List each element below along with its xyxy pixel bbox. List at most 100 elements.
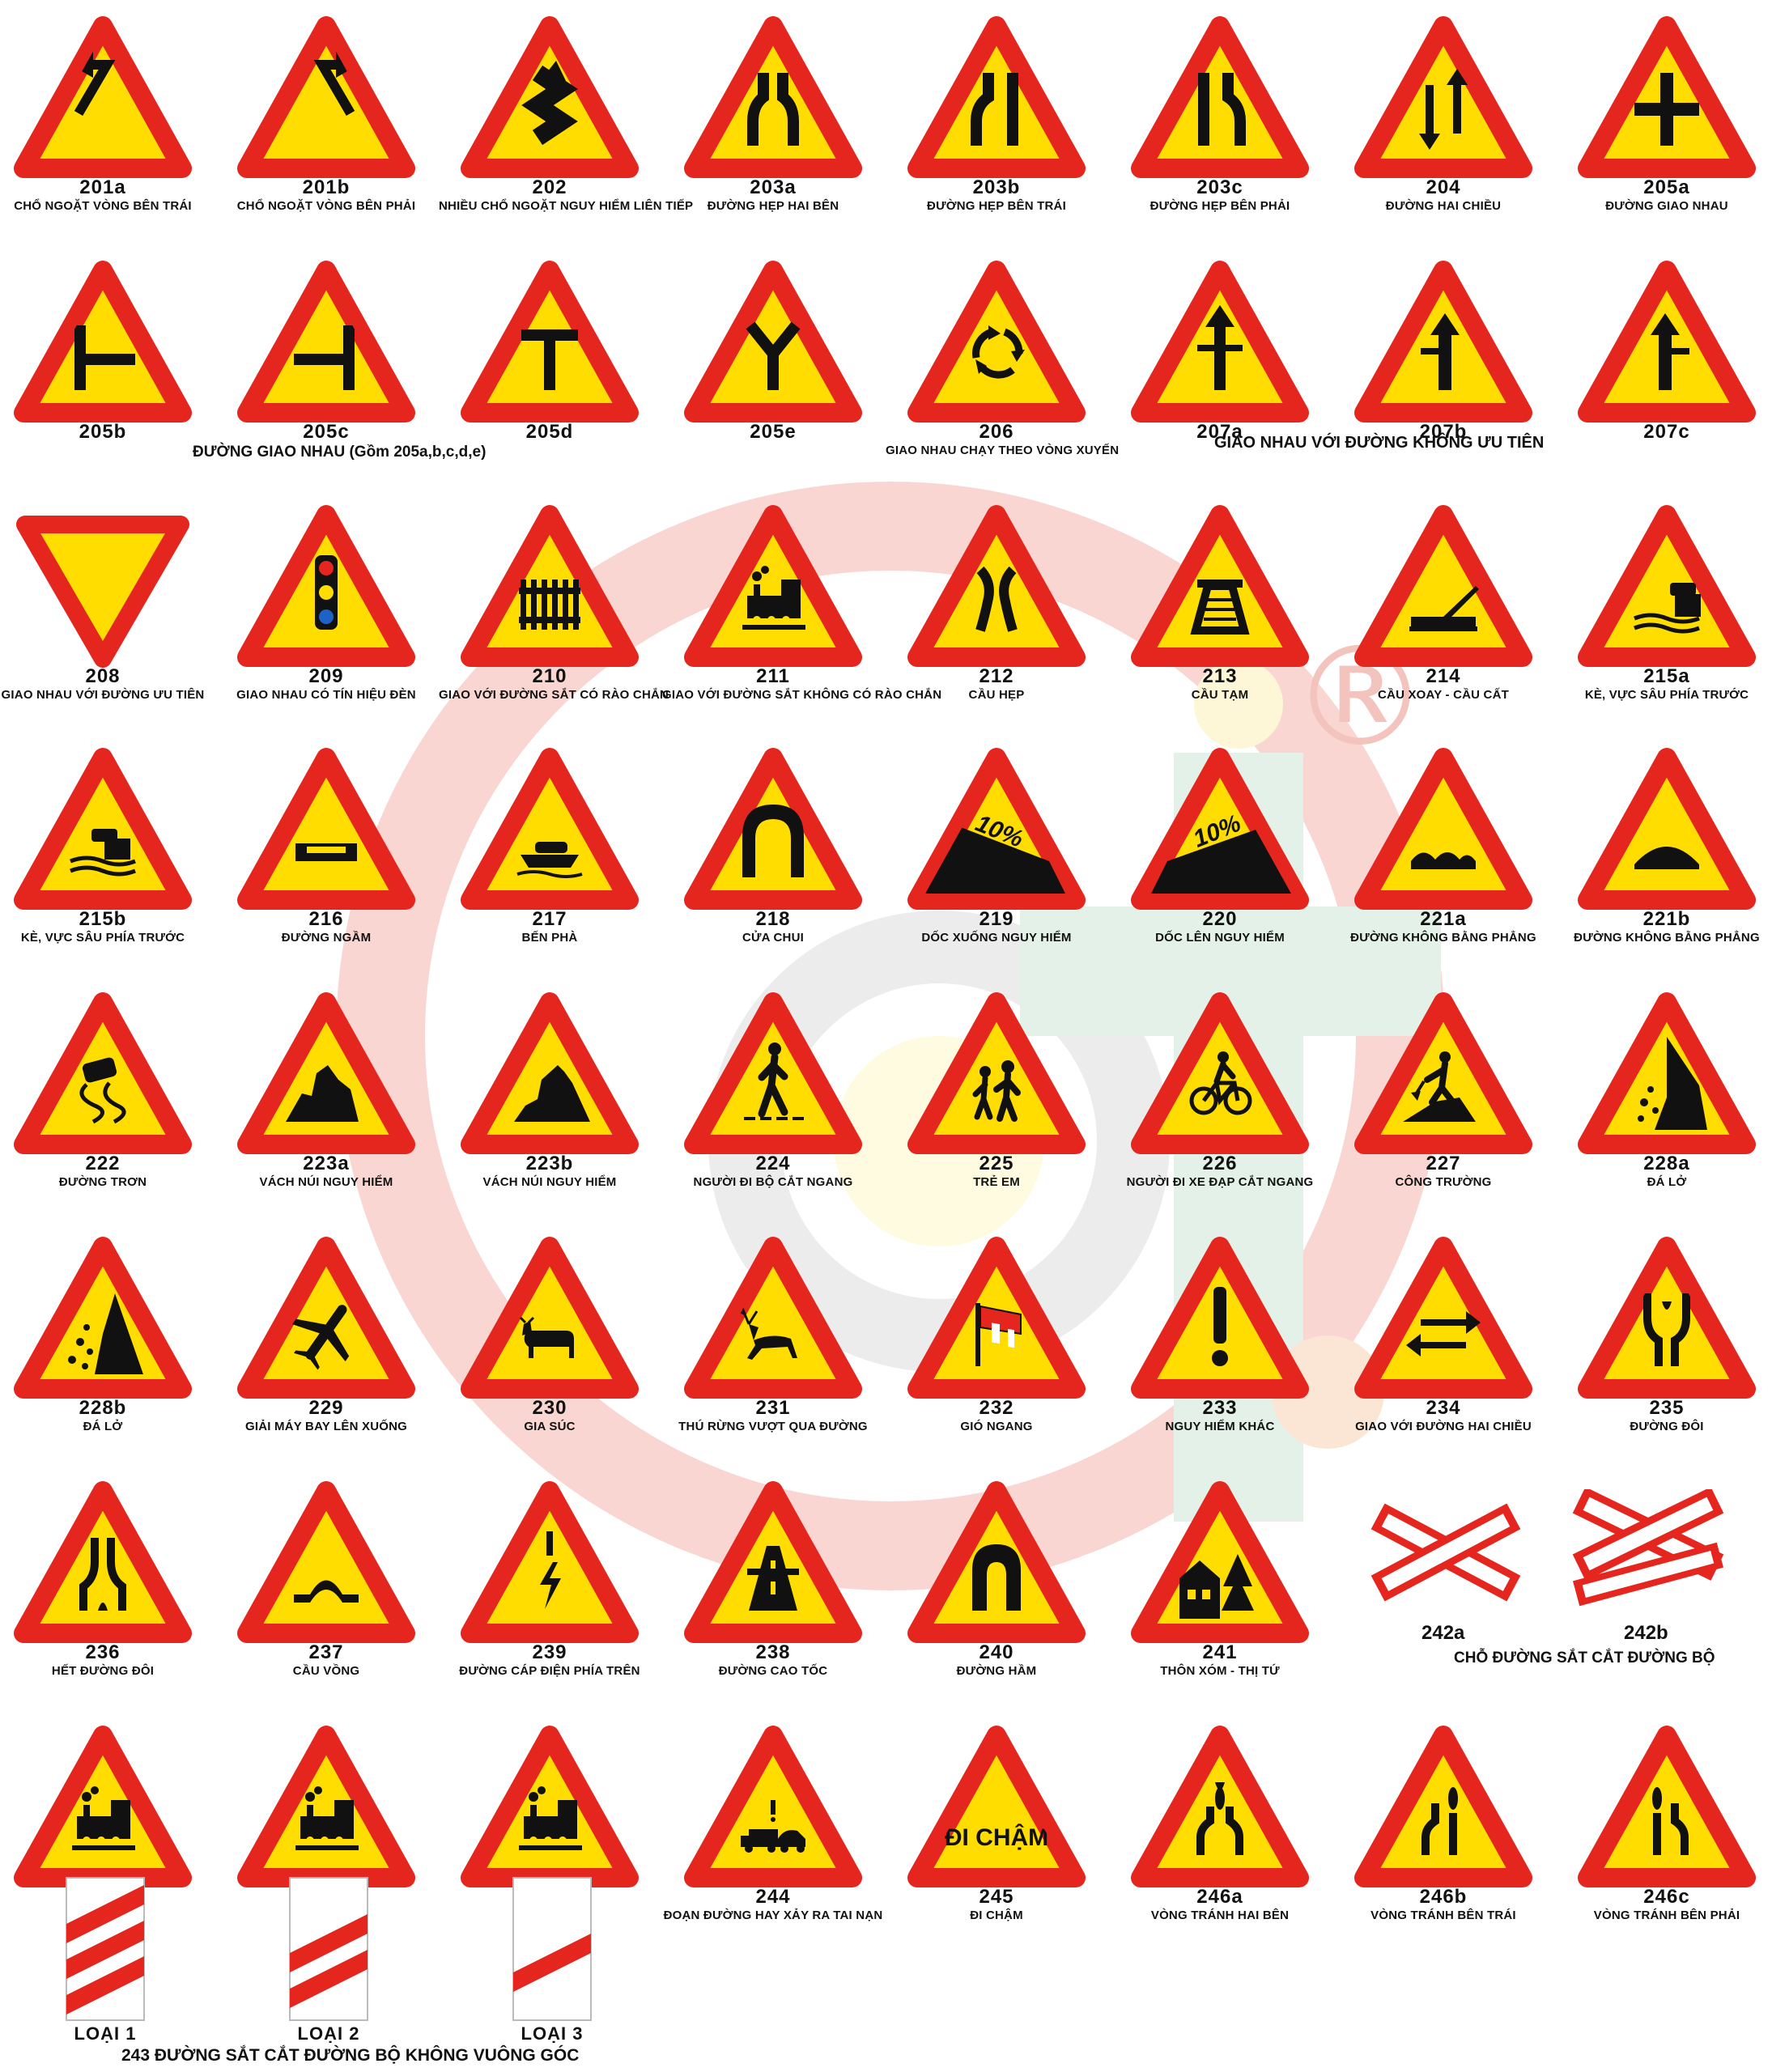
dual-carriageway-icon (1578, 1237, 1756, 1399)
sign-code: 224 (755, 1153, 791, 1174)
sign-code: 226 (1202, 1153, 1238, 1174)
y-junction-icon (684, 261, 862, 422)
sign-name: NGUY HIỂM KHÁC (1165, 1420, 1275, 1433)
curve-left-icon (14, 16, 192, 178)
sign-name: VÁCH NÚI NGUY HIỂM (259, 1175, 393, 1189)
bicycle-icon (1131, 992, 1309, 1154)
sign-209: 209 GIAO NHAU CÓ TÍN HIỆU ĐÈN (215, 489, 437, 732)
sign-name: GIAO VỚI ĐƯỜNG HAI CHIỀU (1355, 1420, 1532, 1433)
sign-201b: 201b CHỔ NGOẶT VÒNG BÊN PHẢI (215, 0, 437, 243)
narrow-left-icon (907, 16, 1086, 178)
sign-name: KÈ, VỰC SÂU PHÍA TRƯỚC (1584, 688, 1749, 702)
sign-name: GIAO NHAU VỚI ĐƯỜNG ƯU TIÊN (1, 688, 205, 702)
sign-code: 222 (85, 1153, 121, 1174)
countdown-post-3 (512, 1877, 592, 2021)
sign-202: 202 NHIỀU CHỔ NGOẶT NGUY HIỂM LIÊN TIẾP (439, 0, 693, 243)
sign-name: DỐC LÊN NGUY HIỂM (1155, 931, 1285, 945)
sign-name: CÔNG TRƯỜNG (1395, 1175, 1492, 1189)
sign-230: 230 GIA SÚC (439, 1221, 661, 1463)
train-icon (684, 505, 862, 667)
countdown-post-2 (289, 1877, 368, 2021)
sign-217: 217 BẾN PHÀ (439, 732, 661, 974)
ferry-icon (461, 748, 639, 910)
sign-code: 207a (1196, 421, 1243, 443)
sign-229: 229 GIẢI MÁY BAY LÊN XUỐNG (215, 1221, 437, 1463)
sign-code: 205b (79, 421, 127, 443)
curve-right-icon (237, 16, 415, 178)
sign-227: 227 CÔNG TRƯỜNG (1332, 976, 1554, 1219)
sign-code: 217 (532, 908, 567, 930)
sign-code: 201a (79, 176, 126, 198)
sign-name: GIAO VỚI ĐƯỜNG SẮT CÓ RÀO CHẮN (439, 688, 669, 702)
sign-code: 225 (979, 1153, 1014, 1174)
sign-code: 214 (1426, 665, 1461, 687)
countdown-post-1 (66, 1877, 145, 2021)
t-junction-icon (461, 261, 639, 422)
sign-235: 235 ĐƯỜNG ĐÔI (1556, 1221, 1772, 1463)
sign-name: DỐC XUỐNG NGUY HIỂM (921, 931, 1072, 945)
junction-right-icon (14, 261, 192, 422)
sign-name: ĐƯỜNG NGẦM (281, 931, 372, 945)
sign-name: ĐƯỜNG TRƠN (58, 1175, 147, 1189)
cliff-right-icon (461, 992, 639, 1154)
sign-240: 240 ĐƯỜNG HẦM (886, 1465, 1107, 1708)
steep-descent-icon: 10% (907, 748, 1086, 910)
sign-246b: 246b VÒNG TRÁNH BÊN TRÁI (1332, 1709, 1554, 1952)
tunnel-icon (907, 1481, 1086, 1643)
sign-203c: 203c ĐƯỜNG HẸP BÊN PHẢI (1109, 0, 1331, 243)
sign-code: 244 (755, 1886, 791, 1908)
cliff-left-icon (237, 992, 415, 1154)
sign-code: 201b (302, 176, 351, 198)
sign-code: 235 (1649, 1397, 1685, 1419)
sign-code: 203a (750, 176, 797, 198)
ford-icon (237, 748, 415, 910)
sign-code: 205c (303, 421, 350, 443)
sign-name: CẦU HẸP (968, 688, 1025, 702)
sign-name: ĐƯỜNG ĐÔI (1630, 1420, 1704, 1433)
sign-name: CHỔ NGOẶT VÒNG BÊN PHẢI (236, 199, 416, 213)
sign-name: CẦU XOAY - CẦU CẤT (1378, 688, 1509, 702)
roadworks-icon (1354, 992, 1532, 1154)
sign-code: 220 (1202, 908, 1238, 930)
priority-right-icon (1578, 261, 1756, 422)
sign-code: 207c (1643, 421, 1690, 443)
sign-225: 225 TRẺ EM (886, 976, 1107, 1219)
sign-222: 222 ĐƯỜNG TRƠN (0, 976, 214, 1219)
sign-205b: 205b (0, 244, 214, 487)
sign-221b: 221b ĐƯỜNG KHÔNG BẰNG PHẲNG (1556, 732, 1772, 974)
diversion-both-icon (1131, 1726, 1309, 1887)
sign-236: 236 HẾT ĐƯỜNG ĐÔI (0, 1465, 214, 1708)
sign-246a: 246a VÒNG TRÁNH HAI BÊN (1109, 1709, 1331, 1952)
windsock-icon (907, 1237, 1086, 1399)
roundabout-icon (907, 261, 1086, 422)
sign-216: 216 ĐƯỜNG NGẦM (215, 732, 437, 974)
sign-name: ĐƯỜNG CAO TỐC (718, 1664, 828, 1678)
sign-code: 230 (532, 1397, 567, 1419)
sign-name: GIÓ NGANG (960, 1420, 1033, 1433)
railway-single-cross (1370, 1504, 1521, 1602)
sign-name: GIA SÚC (524, 1420, 576, 1433)
sign-code: 215a (1643, 665, 1690, 687)
sign-244: 244 ĐOẠN ĐƯỜNG HAY XẢY RA TAI NẠN (662, 1709, 884, 1952)
sign-231: 231 THÚ RỪNG VƯỢT QUA ĐƯỜNG (662, 1221, 884, 1463)
cross-code-242a: 242a (1421, 1622, 1465, 1644)
sign-code: 237 (308, 1641, 344, 1663)
sign-name: CHỔ NGOẶT VÒNG BÊN TRÁI (14, 199, 192, 213)
sign-207b: 207b (1332, 244, 1554, 487)
loai-1-label: LOẠI 1 (74, 2023, 137, 2044)
cross-code-242b: 242b (1624, 1622, 1668, 1644)
end-dual-carriageway-icon (14, 1481, 192, 1643)
group-label-242: CHỖ ĐƯỜNG SẮT CẮT ĐƯỜNG BỘ (1454, 1650, 1715, 1667)
pedestrian-icon (684, 992, 862, 1154)
speed-bump-icon (1578, 748, 1756, 910)
sign-205c: 205c (215, 244, 437, 487)
sign-name: GIAO NHAU CÓ TÍN HIỆU ĐÈN (236, 688, 416, 702)
sign-code: 240 (979, 1641, 1014, 1663)
group-label-243: 243 ĐƯỜNG SẮT CẮT ĐƯỜNG BỘ KHÔNG VUÔNG G… (121, 2046, 580, 2065)
sign-code: 221a (1420, 908, 1467, 930)
sign-226: 226 NGƯỜI ĐI XE ĐẠP CẮT NGANG (1109, 976, 1331, 1219)
double-curve-icon (461, 16, 639, 178)
sign-223b: 223b VÁCH NÚI NGUY HIỂM (439, 976, 661, 1219)
cattle-icon (461, 1237, 639, 1399)
sign-code: 236 (85, 1641, 121, 1663)
